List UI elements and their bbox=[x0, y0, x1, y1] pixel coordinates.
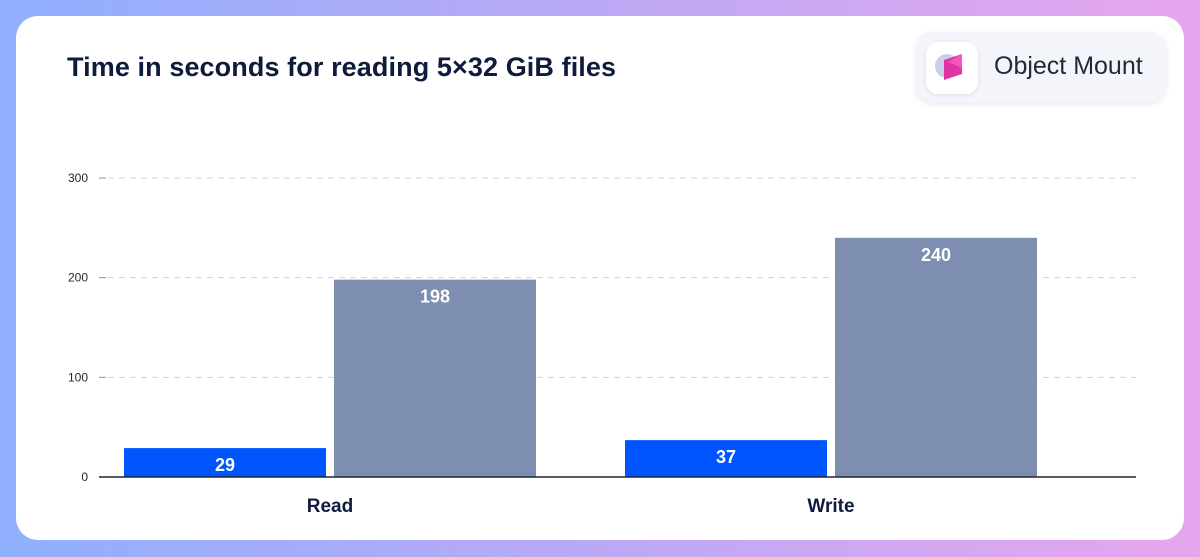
bar bbox=[835, 237, 1037, 477]
bar bbox=[334, 279, 536, 477]
bar-value-label: 240 bbox=[921, 245, 951, 265]
bar-value-label: 29 bbox=[215, 455, 235, 475]
bar-chart: 0 100 200 300 29 198 Read 37 240 Write bbox=[68, 171, 1136, 517]
y-tick-label: 200 bbox=[68, 271, 88, 285]
x-category-label: Write bbox=[807, 496, 854, 517]
y-tick-label: 100 bbox=[68, 370, 88, 384]
x-category-label: Read bbox=[307, 496, 353, 517]
object-mount-logo-icon bbox=[926, 42, 978, 94]
bar bbox=[124, 448, 326, 477]
y-tick-label: 300 bbox=[68, 171, 88, 185]
bar-value-label: 37 bbox=[716, 447, 736, 467]
chart-title: Time in seconds for reading 5×32 GiB fil… bbox=[67, 52, 617, 82]
chart-card: Time in seconds for reading 5×32 GiB fil… bbox=[16, 16, 1184, 540]
bar-value-label: 198 bbox=[420, 287, 450, 307]
bar bbox=[625, 440, 827, 477]
brand-badge: Object Mount bbox=[916, 32, 1166, 102]
brand-name: Object Mount bbox=[994, 52, 1143, 80]
y-tick-label: 0 bbox=[81, 470, 88, 484]
